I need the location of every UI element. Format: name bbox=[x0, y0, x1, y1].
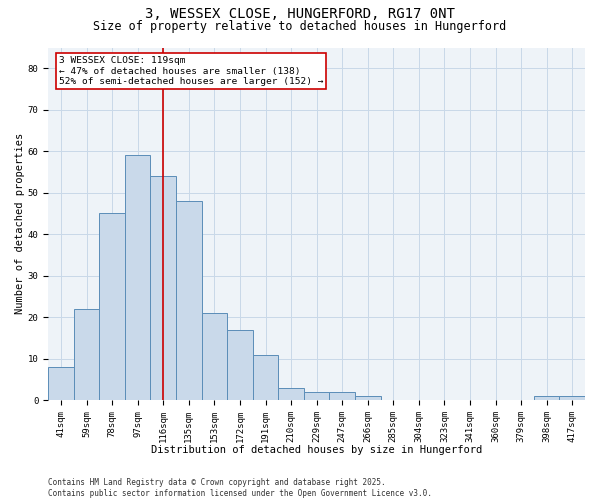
Bar bbox=[48, 367, 74, 400]
Text: 3 WESSEX CLOSE: 119sqm
← 47% of detached houses are smaller (138)
52% of semi-de: 3 WESSEX CLOSE: 119sqm ← 47% of detached… bbox=[59, 56, 323, 86]
Bar bbox=[278, 388, 304, 400]
Bar bbox=[253, 354, 278, 400]
Text: Size of property relative to detached houses in Hungerford: Size of property relative to detached ho… bbox=[94, 20, 506, 33]
Y-axis label: Number of detached properties: Number of detached properties bbox=[15, 133, 25, 314]
Bar bbox=[176, 201, 202, 400]
Bar bbox=[329, 392, 355, 400]
X-axis label: Distribution of detached houses by size in Hungerford: Distribution of detached houses by size … bbox=[151, 445, 482, 455]
Bar bbox=[100, 214, 125, 400]
Bar bbox=[202, 313, 227, 400]
Bar bbox=[534, 396, 559, 400]
Bar bbox=[355, 396, 380, 400]
Bar bbox=[125, 156, 151, 400]
Text: 3, WESSEX CLOSE, HUNGERFORD, RG17 0NT: 3, WESSEX CLOSE, HUNGERFORD, RG17 0NT bbox=[145, 8, 455, 22]
Bar bbox=[304, 392, 329, 400]
Bar bbox=[559, 396, 585, 400]
Bar bbox=[151, 176, 176, 400]
Bar bbox=[227, 330, 253, 400]
Bar bbox=[74, 309, 100, 400]
Text: Contains HM Land Registry data © Crown copyright and database right 2025.
Contai: Contains HM Land Registry data © Crown c… bbox=[48, 478, 432, 498]
